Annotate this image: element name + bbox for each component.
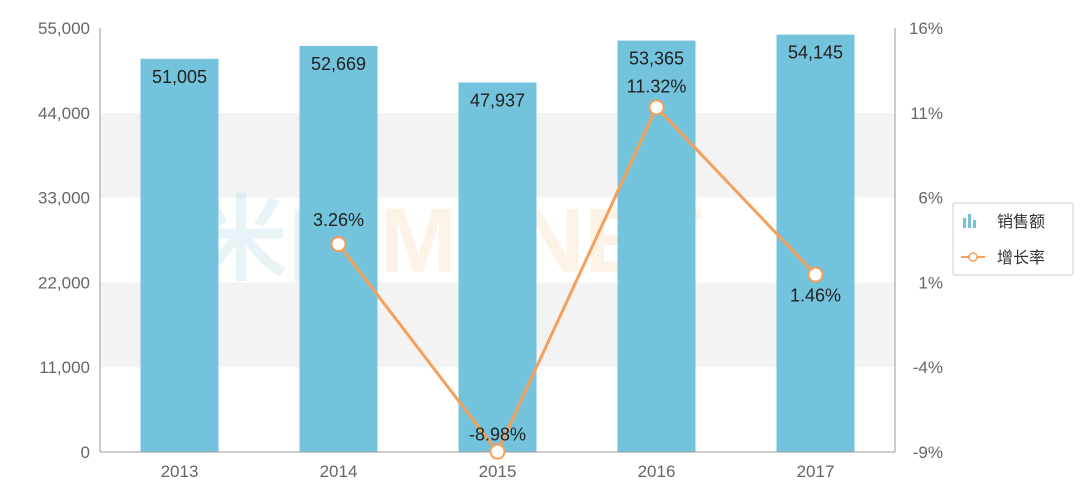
right-tick-label: -9% (913, 443, 943, 462)
bar-2013 (140, 58, 219, 452)
left-tick-label: 0 (81, 443, 90, 462)
x-tick-label: 2014 (320, 462, 358, 481)
line-data-label: 11.32% (627, 76, 687, 96)
legend-label-sales: 销售额 (997, 213, 1045, 231)
legend-label-growth: 增长率 (997, 249, 1045, 267)
right-axis-ticks: -9% -4% 1% 6% 11% 16% (909, 19, 943, 462)
left-tick-label: 22,000 (38, 273, 90, 292)
right-tick-label: 16% (909, 19, 943, 38)
right-tick-label: -4% (913, 358, 943, 377)
bar-data-label: 53,365 (629, 49, 684, 69)
bar-data-label: 47,937 (470, 90, 525, 110)
right-tick-label: 6% (918, 189, 943, 208)
bar-2015 (458, 82, 537, 452)
legend-bar-icon (968, 214, 971, 228)
bar-series (140, 34, 855, 453)
left-axis-ticks: 0 11,000 22,000 33,000 44,000 55,000 (38, 19, 90, 462)
line-data-label: -8.98% (469, 425, 526, 445)
bar-data-labels: 51,005 52,669 47,937 53,365 54,145 (152, 43, 843, 111)
x-axis-ticks: 2013 2014 2015 2016 2017 (161, 462, 835, 481)
legend-bar-icon (973, 220, 976, 228)
legend-line-marker (968, 252, 978, 262)
x-tick-label: 2013 (161, 462, 199, 481)
bar-data-label: 52,669 (311, 54, 366, 74)
growth-point (489, 443, 506, 460)
x-tick-label: 2015 (479, 462, 517, 481)
growth-point (330, 236, 347, 253)
left-tick-label: 33,000 (38, 189, 90, 208)
bar-data-label: 54,145 (788, 43, 843, 63)
bar-data-label: 51,005 (152, 67, 207, 87)
line-data-label: 3.26% (313, 210, 364, 230)
growth-point (807, 266, 824, 283)
line-data-labels: 3.26% -8.98% 11.32% 1.46% (313, 76, 841, 444)
left-tick-label: 44,000 (38, 104, 90, 123)
line-series (330, 99, 824, 460)
x-tick-label: 2016 (638, 462, 676, 481)
growth-line (337, 105, 817, 454)
bar-2017 (776, 34, 855, 452)
legend-bar-icon (963, 218, 966, 228)
left-tick-label: 55,000 (38, 19, 90, 38)
x-tick-label: 2017 (797, 462, 835, 481)
left-tick-label: 11,000 (39, 358, 90, 377)
line-data-label: 1.46% (790, 286, 841, 306)
right-tick-label: 1% (918, 273, 943, 292)
right-tick-label: 11% (910, 104, 943, 123)
growth-point (648, 99, 665, 116)
